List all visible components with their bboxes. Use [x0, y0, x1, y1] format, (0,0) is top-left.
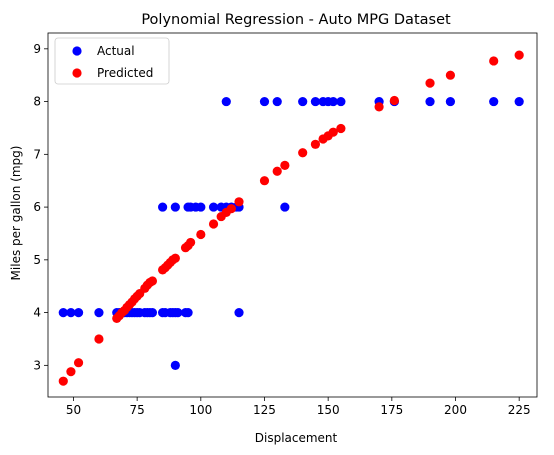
predicted-point: [196, 229, 206, 240]
plot-frame: [47, 32, 538, 398]
x-axis: 50 75 100 125 150 175 200 225: [66, 397, 531, 417]
actual-point: [328, 96, 338, 107]
legend-label: Actual: [97, 44, 135, 58]
y-tick-label: 9: [33, 42, 41, 56]
y-axis-label: Miles per gallon (mpg): [9, 146, 23, 281]
actual-point: [280, 202, 290, 212]
legend-label: Predicted: [97, 66, 153, 80]
actual-point: [336, 96, 346, 107]
legend-marker: [72, 46, 82, 56]
x-tick-label: 75: [130, 403, 145, 417]
x-tick-label: 100: [189, 403, 212, 417]
actual-point: [514, 96, 524, 107]
y-tick-label: 6: [33, 200, 41, 214]
predicted-point: [58, 376, 68, 386]
actual-point: [259, 96, 270, 107]
x-tick-label: 50: [66, 403, 81, 417]
predicted-point: [374, 102, 384, 112]
predicted-point: [328, 127, 338, 137]
actual-point: [425, 96, 435, 107]
predicted-point: [234, 197, 244, 207]
predicted-point: [259, 176, 270, 186]
predicted-point: [186, 237, 196, 248]
actual-point: [66, 307, 76, 318]
actual-point: [94, 307, 104, 318]
actual-point: [183, 307, 193, 318]
predicted-point: [336, 123, 346, 134]
predicted-point: [208, 219, 219, 229]
actual-point: [445, 96, 456, 107]
predicted-point: [73, 358, 84, 368]
actual-point: [272, 96, 282, 107]
legend: Actual Predicted: [54, 37, 170, 85]
actual-point: [234, 307, 244, 318]
chart-title: Polynomial Regression - Auto MPG Dataset: [141, 12, 451, 28]
actual-point: [158, 202, 168, 212]
x-axis-label: Displacement: [255, 431, 338, 445]
predicted-point: [489, 56, 499, 66]
data-points: [58, 50, 524, 386]
predicted-point: [298, 148, 308, 158]
predicted-point: [272, 166, 282, 176]
actual-point: [221, 96, 231, 107]
actual-point: [73, 307, 84, 318]
y-axis: 3 4 5 6 7 8 9: [33, 42, 48, 372]
actual-point: [196, 202, 206, 212]
predicted-point: [425, 78, 435, 88]
actual-point: [173, 307, 183, 318]
y-tick-label: 7: [33, 147, 41, 161]
predicted-point: [170, 253, 180, 263]
x-tick-label: 125: [253, 403, 276, 417]
actual-point: [147, 307, 158, 318]
predicted-point: [66, 367, 76, 377]
y-tick-label: 3: [33, 358, 41, 372]
actual-point: [170, 202, 180, 212]
actual-point: [298, 96, 308, 107]
x-tick-label: 150: [317, 403, 340, 417]
x-tick-label: 175: [380, 403, 403, 417]
predicted-point: [389, 95, 399, 106]
predicted-point: [147, 276, 158, 286]
actual-point: [170, 360, 180, 370]
legend-box: [54, 37, 170, 85]
x-tick-label: 200: [444, 403, 467, 417]
predicted-point: [310, 139, 321, 149]
predicted-point: [94, 334, 104, 344]
actual-point: [58, 307, 68, 318]
y-tick-label: 4: [33, 306, 41, 320]
predicted-point: [226, 204, 236, 214]
actual-point: [489, 96, 499, 107]
x-tick-label: 225: [508, 403, 531, 417]
legend-marker: [72, 68, 82, 78]
predicted-point: [280, 160, 290, 171]
y-tick-label: 8: [33, 95, 41, 109]
predicted-point: [445, 70, 456, 80]
predicted-point: [514, 50, 524, 60]
actual-point: [310, 96, 321, 107]
actual-point: [208, 202, 219, 212]
y-tick-label: 5: [33, 253, 41, 267]
